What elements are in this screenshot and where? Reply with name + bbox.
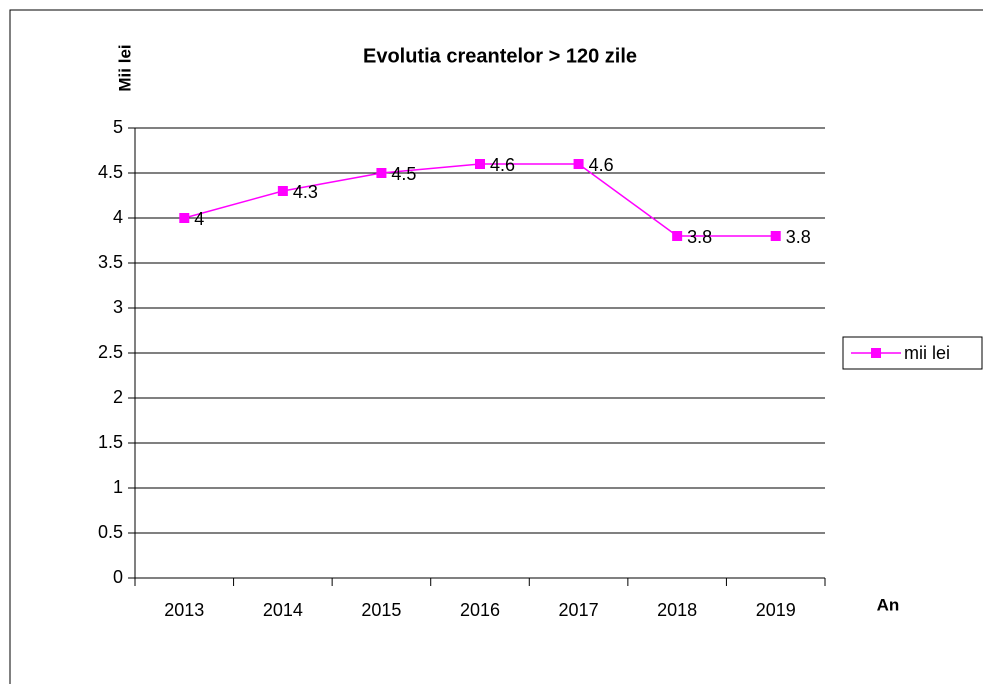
data-label: 4.6 (589, 155, 614, 175)
y-tick-label: 3 (113, 297, 123, 317)
marker (770, 231, 781, 241)
data-label: 4.5 (391, 164, 416, 184)
x-axis-label: An (877, 595, 900, 614)
y-tick-label: 2.5 (98, 342, 123, 362)
data-label: 4.3 (293, 182, 318, 202)
x-tick-label: 2013 (164, 600, 204, 620)
y-axis-label: Mii lei (115, 44, 134, 91)
y-tick-label: 0.5 (98, 522, 123, 542)
data-label: 3.8 (687, 227, 712, 247)
chart-title: Evolutia creantelor > 120 zile (363, 45, 637, 67)
data-label: 3.8 (786, 227, 811, 247)
y-tick-label: 0 (113, 567, 123, 587)
y-tick-label: 5 (113, 117, 123, 137)
marker (277, 186, 288, 196)
x-tick-label: 2015 (361, 600, 401, 620)
x-tick-label: 2016 (460, 600, 500, 620)
data-label: 4 (194, 209, 204, 229)
y-tick-label: 2 (113, 387, 123, 407)
y-tick-label: 1 (113, 477, 123, 497)
y-tick-label: 4.5 (98, 162, 123, 182)
x-tick-label: 2019 (756, 600, 796, 620)
marker (672, 231, 683, 241)
marker (475, 159, 485, 169)
marker (179, 213, 190, 223)
x-tick-label: 2018 (657, 600, 697, 620)
y-tick-label: 4 (113, 207, 123, 227)
y-tick-label: 1.5 (98, 432, 123, 452)
legend-marker (871, 348, 881, 358)
marker (573, 159, 584, 169)
y-tick-label: 3.5 (98, 252, 123, 272)
data-label: 4.6 (490, 155, 515, 175)
x-tick-label: 2017 (559, 600, 599, 620)
chart-frame (9, 9, 983, 684)
marker (376, 168, 387, 178)
x-tick-label: 2014 (263, 600, 303, 620)
legend-label: mii lei (904, 343, 950, 363)
